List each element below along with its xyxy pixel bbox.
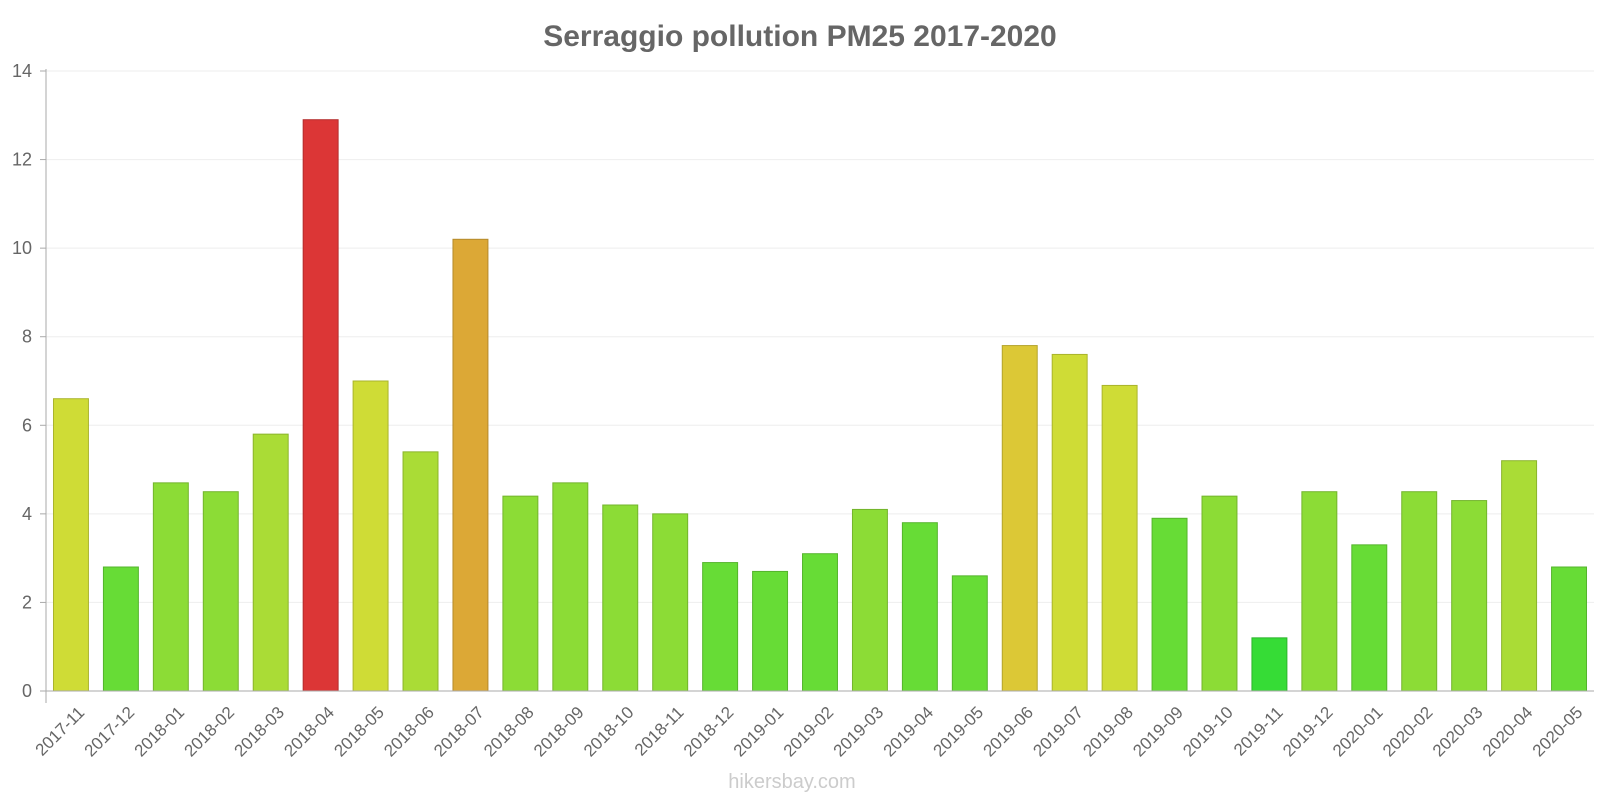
bar-2020-01[interactable] xyxy=(1351,544,1388,692)
x-tick-label: 2019-08 xyxy=(1079,703,1137,761)
bar-2018-02[interactable] xyxy=(202,491,239,692)
bar-2019-08[interactable] xyxy=(1101,384,1138,692)
x-tick-label: 2017-12 xyxy=(81,703,139,761)
x-tick-label: 2019-07 xyxy=(1029,703,1087,761)
y-tick-label: 12 xyxy=(12,150,32,170)
y-tick-label: 10 xyxy=(12,238,32,258)
x-tick-label: 2018-02 xyxy=(181,703,239,761)
x-tick-label: 2020-05 xyxy=(1529,703,1587,761)
bar-2020-03[interactable] xyxy=(1451,500,1488,692)
bar-2018-11[interactable] xyxy=(652,513,689,692)
x-tick-label: 2020-03 xyxy=(1429,703,1487,761)
bar-2019-04[interactable] xyxy=(901,522,938,692)
bar-series xyxy=(52,119,1588,692)
x-tick-label: 2018-03 xyxy=(230,703,288,761)
x-tick-label: 2018-11 xyxy=(631,703,688,760)
y-tick-label: 14 xyxy=(12,61,32,81)
x-tick-label: 2019-11 xyxy=(1230,703,1287,760)
y-tick-label: 8 xyxy=(22,327,32,347)
x-tick-label: 2018-10 xyxy=(580,703,638,761)
x-tick-label: 2019-09 xyxy=(1129,703,1187,761)
bar-2019-01[interactable] xyxy=(752,570,789,692)
x-tick-label: 2019-04 xyxy=(880,703,938,761)
bar-2019-09[interactable] xyxy=(1151,517,1188,692)
y-axis-ticks: 0 2 4 6 8 10 12 14 xyxy=(12,61,46,701)
bar-2018-09[interactable] xyxy=(552,482,589,692)
x-tick-label: 2019-06 xyxy=(980,703,1038,761)
bar-2019-05[interactable] xyxy=(951,575,988,692)
x-tick-label: 2018-09 xyxy=(530,703,588,761)
bar-2018-06[interactable] xyxy=(402,451,439,692)
x-tick-label: 2019-01 xyxy=(730,703,788,761)
x-tick-label: 2019-05 xyxy=(930,703,988,761)
bar-2019-10[interactable] xyxy=(1201,495,1238,692)
x-tick-label: 2019-12 xyxy=(1279,703,1337,761)
bar-2020-02[interactable] xyxy=(1401,491,1438,692)
chart-title: Serraggio pollution PM25 2017-2020 xyxy=(543,20,1057,53)
bar-2019-06[interactable] xyxy=(1001,345,1038,692)
x-tick-label: 2018-08 xyxy=(480,703,538,761)
credit-watermark: hikersbay.com xyxy=(728,771,855,793)
x-tick-label: 2018-12 xyxy=(680,703,738,761)
bar-2018-03[interactable] xyxy=(252,433,289,692)
x-tick-label: 2018-04 xyxy=(280,703,338,761)
x-tick-label: 2018-05 xyxy=(330,703,388,761)
bar-2020-05[interactable] xyxy=(1551,566,1588,692)
bar-2018-01[interactable] xyxy=(152,482,189,692)
x-tick-label: 2020-04 xyxy=(1479,703,1537,761)
bar-2018-04[interactable] xyxy=(302,119,339,692)
y-tick-label: 6 xyxy=(22,415,32,435)
x-tick-label: 2020-01 xyxy=(1329,703,1387,761)
bar-2018-07[interactable] xyxy=(452,238,489,692)
bar-2018-12[interactable] xyxy=(702,562,739,692)
x-tick-label: 2019-10 xyxy=(1179,703,1237,761)
axes xyxy=(45,69,1594,703)
bar-2020-04[interactable] xyxy=(1501,460,1538,692)
bar-2019-07[interactable] xyxy=(1051,353,1088,692)
x-tick-label: 2017-11 xyxy=(32,703,89,760)
x-tick-label: 2019-02 xyxy=(780,703,838,761)
x-tick-label: 2020-02 xyxy=(1379,703,1437,761)
x-tick-label: 2018-01 xyxy=(131,703,189,761)
x-axis-ticks: 2017-112017-122018-012018-022018-032018-… xyxy=(32,703,1587,761)
bar-2018-08[interactable] xyxy=(502,495,539,692)
bar-2019-12[interactable] xyxy=(1301,491,1338,692)
x-tick-label: 2019-03 xyxy=(830,703,888,761)
bar-2019-02[interactable] xyxy=(802,553,838,692)
bar-2019-03[interactable] xyxy=(851,508,888,692)
bar-2017-12[interactable] xyxy=(102,566,139,692)
x-tick-label: 2018-06 xyxy=(380,703,438,761)
bar-2019-11[interactable] xyxy=(1251,637,1288,692)
bar-2018-05[interactable] xyxy=(352,380,389,692)
bar-2018-10[interactable] xyxy=(602,504,639,692)
y-tick-label: 4 xyxy=(22,504,32,524)
y-tick-label: 0 xyxy=(22,681,32,701)
y-tick-label: 2 xyxy=(22,592,32,612)
x-tick-label: 2018-07 xyxy=(430,703,488,761)
bar-2017-11[interactable] xyxy=(52,398,89,692)
